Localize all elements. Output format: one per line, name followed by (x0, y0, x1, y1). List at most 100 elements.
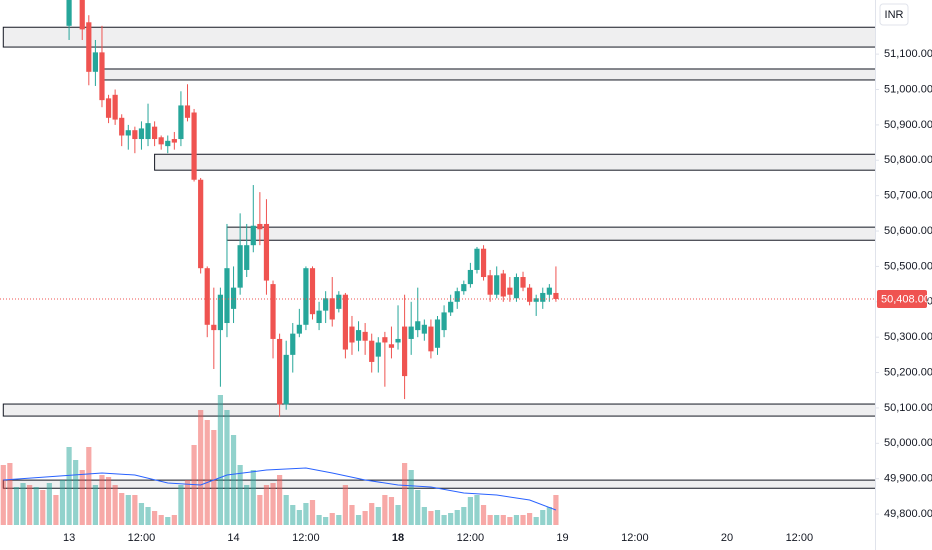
volume-bar (59, 480, 66, 525)
y-tick-label: 50,700.00 (884, 190, 932, 202)
currency-box[interactable] (879, 3, 909, 26)
volume-bar (105, 477, 112, 525)
candle-body (198, 179, 204, 269)
candle-body (533, 298, 539, 302)
volume-bar (309, 500, 316, 525)
candle-body (244, 245, 250, 270)
volume-bar (20, 483, 26, 525)
candle-body (257, 223, 263, 230)
volume-bar (290, 505, 296, 525)
volume-bar (402, 463, 408, 525)
y-tick-label: 50,200.00 (884, 366, 932, 378)
volume-bar (283, 495, 289, 525)
candle-body (375, 342, 381, 357)
volume-bar (217, 395, 223, 525)
volume-bar (434, 510, 441, 525)
volume-bar (336, 515, 342, 525)
volume-bar (7, 463, 13, 525)
zone (2, 26, 875, 48)
volume-bar (487, 515, 493, 525)
candle-body (546, 287, 552, 295)
x-tick-label: 12:00 (786, 532, 814, 544)
candle-body (178, 105, 184, 140)
volume-bar (99, 475, 105, 525)
volume-bar (520, 515, 526, 525)
volume-ma-line (3, 467, 557, 511)
volume-bar (53, 495, 59, 525)
volume-bar (441, 515, 447, 525)
candle-body (138, 128, 145, 140)
volume-bar (362, 511, 368, 525)
candle-body (224, 268, 230, 324)
y-tick-label: 50,000.00 (884, 437, 932, 449)
volume-bar (454, 510, 460, 525)
candle-body (165, 140, 171, 147)
candle-body (507, 287, 513, 295)
currency-label: INR (885, 9, 904, 21)
candle-body (402, 326, 408, 377)
volume-bar (329, 513, 335, 525)
candle-body (237, 245, 243, 288)
candle-body (487, 275, 493, 295)
candle-body (553, 292, 559, 299)
volume-bar (277, 475, 283, 525)
volume-bar (507, 517, 513, 525)
candle-body (191, 112, 197, 180)
candle-body (395, 338, 401, 343)
volume-bar (421, 507, 427, 525)
candle-body (263, 223, 270, 281)
y-tick-label: 50,500.00 (884, 260, 932, 272)
candle-body (329, 298, 335, 320)
volume-bar (184, 480, 191, 525)
volume-bar (152, 511, 158, 525)
volume-bar (158, 515, 164, 525)
x-tick-label: 18 (392, 532, 404, 544)
volume-bar (244, 485, 250, 525)
candle-body (454, 291, 460, 302)
candle-body (309, 268, 316, 315)
volume-bar (303, 503, 309, 525)
volume-bar (171, 515, 177, 525)
x-tick-label: 13 (63, 532, 75, 544)
volume-bar (112, 485, 118, 525)
candle-body (66, 0, 72, 26)
candle-body (92, 52, 98, 72)
volume-bar (33, 487, 39, 525)
candle-body (336, 294, 342, 309)
candle-body (79, 0, 85, 30)
volume-bar (494, 515, 500, 525)
zone (101, 68, 875, 81)
volume-bar (527, 513, 533, 525)
candle-body (303, 268, 309, 325)
candle-body (125, 130, 131, 136)
volume-bar (138, 503, 145, 525)
volume-bar (296, 510, 302, 525)
y-tick-label: 51,000.00 (884, 83, 932, 95)
volume-bar (448, 513, 454, 525)
y-tick-label: 49,800.00 (884, 508, 932, 520)
candle-body (369, 340, 375, 362)
x-tick-label: 12:00 (621, 532, 649, 544)
candle-body (480, 248, 487, 278)
volume-bar (86, 447, 92, 525)
volume-bar (342, 485, 348, 525)
volume-bar (263, 485, 270, 525)
volume-bar (415, 490, 421, 525)
candle-body (349, 326, 355, 343)
volume-bar (474, 495, 480, 525)
candle-body (362, 331, 368, 341)
volume-bar (178, 485, 184, 525)
candle-body (500, 273, 506, 297)
volume-bar (198, 410, 204, 525)
volume-bar (500, 515, 506, 525)
volume-bar (224, 410, 230, 525)
volume-bar (323, 517, 329, 525)
x-tick-label: 12:00 (292, 532, 320, 544)
last-price-box (877, 289, 927, 308)
volume-bar (145, 507, 151, 525)
volume-bar (204, 420, 210, 525)
candle-body (132, 130, 138, 140)
candle-body (296, 324, 302, 334)
zone (2, 479, 875, 489)
